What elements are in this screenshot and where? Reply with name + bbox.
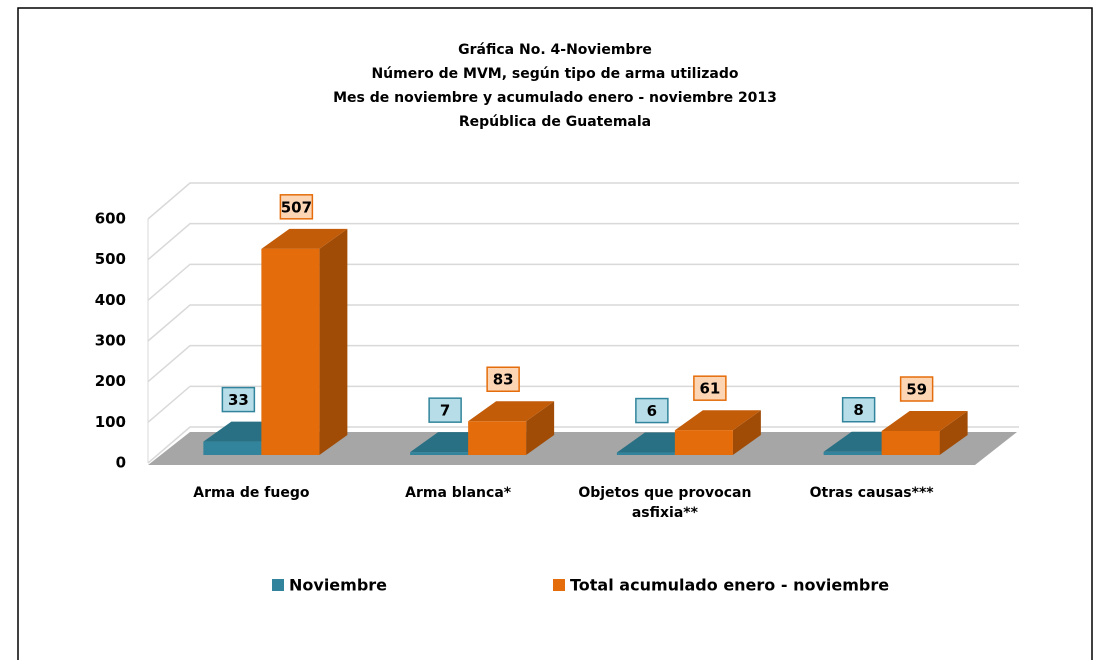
value-label: 59	[906, 381, 927, 399]
title-line: Gráfica No. 4-Noviembre	[458, 42, 652, 58]
legend-swatch	[272, 579, 284, 591]
y-tick-label: 300	[95, 332, 126, 350]
value-label-box	[899, 376, 934, 402]
y-tick-label: 600	[95, 210, 126, 228]
bar-side	[939, 411, 968, 455]
bar	[468, 401, 555, 455]
value-label: 33	[228, 391, 249, 409]
legend-swatch	[553, 579, 565, 591]
title-line: Mes de noviembre y acumulado enero - nov…	[333, 90, 777, 106]
bar-top	[261, 228, 348, 249]
bar-front	[468, 421, 527, 455]
x-tick-label: Arma de fuego	[193, 485, 310, 501]
y-tick-label: 200	[95, 372, 126, 390]
y-tick-label: 100	[95, 413, 126, 431]
bar-top	[674, 410, 761, 431]
bar-side	[526, 401, 555, 455]
bar-front	[410, 452, 469, 455]
title-line: República de Guatemala	[459, 114, 651, 130]
y-tick-label: 0	[116, 454, 126, 472]
bar-top	[468, 401, 555, 422]
bar	[674, 410, 761, 455]
value-label: 83	[493, 371, 514, 389]
value-label-box	[221, 386, 256, 413]
floor	[148, 432, 1017, 465]
grid-line	[147, 385, 1019, 423]
bar	[881, 411, 968, 455]
x-tick-label: Arma blanca*	[405, 485, 512, 501]
grid-line	[147, 222, 1019, 261]
bar-top	[881, 411, 968, 432]
grid-line	[147, 263, 1019, 301]
bar-side	[319, 228, 348, 455]
bar-side	[732, 410, 761, 455]
y-tick-label: 500	[95, 250, 126, 268]
grid-line	[147, 344, 1019, 383]
value-label-box	[279, 194, 314, 220]
value-label: 7	[440, 402, 450, 420]
value-label: 8	[853, 401, 863, 419]
grid-line	[147, 304, 1019, 342]
value-label-box	[486, 366, 520, 392]
chart-title: Gráfica No. 4-Noviembre Número de MVM, se…	[333, 42, 777, 130]
value-label: 6	[647, 402, 657, 420]
bar-front	[261, 248, 320, 455]
value-label-box	[841, 396, 876, 423]
chart-frame	[17, 7, 1093, 660]
bar-front	[616, 452, 675, 455]
bar-front	[823, 451, 882, 455]
bar	[261, 228, 348, 455]
bar-front	[674, 430, 733, 455]
x-tick-label: Objetos que provocan asfixia**	[578, 485, 752, 521]
value-label-box	[693, 375, 727, 401]
bar-front	[881, 431, 940, 455]
value-label: 61	[699, 380, 720, 398]
grid-line	[147, 182, 1019, 220]
value-label: 507	[281, 198, 312, 216]
legend-label: Total acumulado enero - noviembre	[570, 576, 889, 595]
bar-front	[203, 441, 262, 455]
x-tick-label: Otras causas***	[809, 485, 934, 501]
title-line: Número de MVM, según tipo de arma utiliz…	[371, 66, 738, 82]
y-tick-label: 400	[95, 291, 126, 309]
legend-label: Noviembre	[289, 576, 387, 595]
value-label-box	[428, 397, 462, 423]
value-label-box	[635, 397, 669, 424]
